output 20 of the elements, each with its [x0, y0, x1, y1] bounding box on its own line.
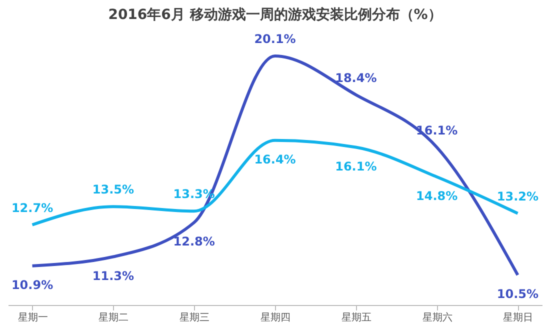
x-tick-label: 星期五 [341, 312, 372, 324]
data-label: 14.8% [416, 188, 458, 203]
x-tick-label: 星期四 [260, 312, 290, 324]
data-label: 12.7% [11, 200, 54, 215]
x-tick-label: 星期二 [98, 312, 129, 324]
data-label: 18.4% [335, 70, 377, 85]
data-label: 10.9% [11, 278, 54, 292]
x-tick-label: 星期日 [503, 312, 534, 324]
data-label: 12.8% [173, 234, 215, 249]
chart-title: 2016年6月 移动游戏一周的游戏安装比例分布（%） [108, 6, 442, 23]
data-label: 11.3% [92, 268, 134, 283]
x-tick-label: 星期一 [18, 312, 48, 324]
data-label: 16.1% [335, 159, 377, 174]
data-label: 13.5% [92, 182, 134, 197]
data-label: 10.5% [496, 287, 539, 301]
data-label: 20.1% [254, 32, 296, 46]
data-label: 13.2% [496, 189, 539, 204]
x-tick-label: 星期三 [180, 312, 210, 324]
x-tick-label: 星期六 [422, 312, 452, 324]
data-label: 16.4% [254, 152, 296, 166]
